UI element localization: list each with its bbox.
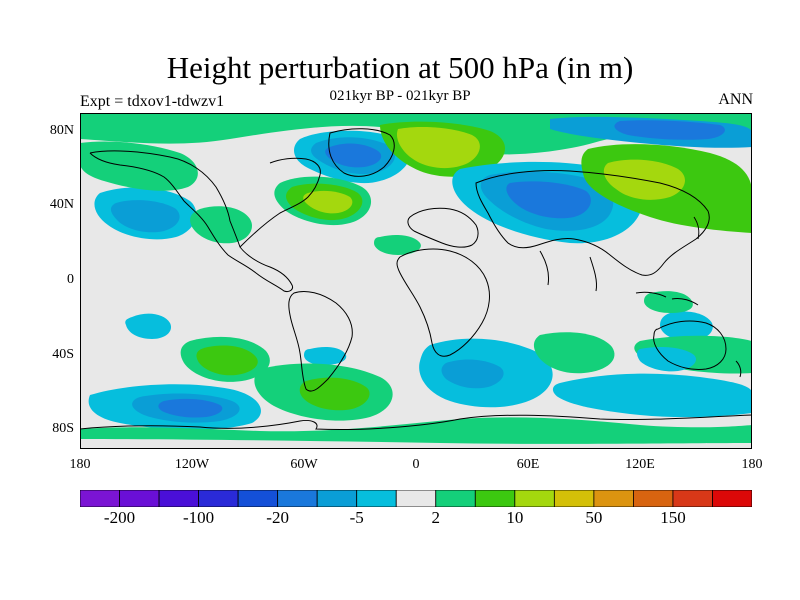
anomaly-southern-ocean-blue-3 (158, 398, 223, 418)
anomaly-south-indian-blue-3 (552, 373, 752, 418)
season-label: ANN (718, 91, 753, 108)
lat-tick-label: 80N (49, 122, 74, 138)
colorbar-swatch (237, 490, 279, 507)
colorbar-tick-label: -20 (266, 508, 289, 527)
anomaly-south-indian-green (533, 332, 615, 374)
anomaly-south-pacific-green-2 (196, 345, 258, 376)
map-border (80, 113, 752, 449)
colorbar-swatch (435, 490, 476, 507)
anomaly-indonesia-green (644, 291, 693, 313)
experiment-label: Expt = tdxov1-tdwzv1 (80, 93, 225, 110)
colorbar-swatch (395, 490, 437, 507)
colorbar-swatch (119, 490, 160, 507)
colorbar-swatch (277, 490, 318, 507)
colorbar-swatch (356, 490, 397, 507)
figure-title: Height perturbation at 500 hPa (in m) (166, 50, 634, 85)
colorbar-swatch (514, 490, 555, 507)
colorbar-tick-label: -200 (103, 508, 136, 527)
anomaly-south-atlantic-mid (299, 377, 370, 411)
colorbar-swatch (316, 490, 358, 507)
colorbar (80, 490, 752, 507)
colorbar-tick-label: 50 (585, 508, 603, 527)
lat-tick-label: 0 (67, 272, 74, 287)
colorbar-swatch (553, 490, 595, 507)
anomaly-indonesia-blue (660, 311, 713, 341)
anomaly-tropical-blue-1 (125, 313, 172, 339)
lon-tick-label: 120E (625, 457, 655, 472)
anomaly-south-indian-blue-2 (441, 359, 504, 389)
colorbar-tick-label: 150 (660, 508, 686, 527)
lon-tick-label: 120W (174, 457, 210, 472)
colorbar-tick-label: 2 (431, 508, 441, 527)
anomaly-north-europe-yellow (396, 127, 480, 169)
lon-tick-label: 180 (69, 457, 91, 472)
anomaly-east-asia-blue-inner (614, 120, 725, 140)
colorbar-tick-label: -100 (182, 508, 215, 527)
colorbar-swatch (712, 490, 752, 507)
colorbar-swatch (593, 490, 634, 507)
anomaly-north-pacific-green (80, 141, 198, 191)
colorbar-swatch (80, 490, 120, 507)
colorbar-tick-label: -5 (349, 508, 364, 527)
colorbar-swatch (198, 490, 239, 507)
anomaly-antarctic-grey (80, 439, 752, 449)
anomaly-north-pacific-blue-inner (110, 200, 180, 233)
colorbar-swatch (474, 490, 516, 507)
anomaly-eurasia-blue-3 (506, 181, 591, 219)
figure-subtitle: 021kyr BP - 021kyr BP (329, 88, 471, 104)
lat-tick-label: 80S (52, 421, 74, 437)
anomaly-tropical-green-1 (374, 235, 421, 255)
height-perturbation-map (80, 113, 752, 449)
lat-tick-label: 40S (52, 346, 74, 362)
anomaly-western-atlantic-yellow (303, 190, 353, 214)
lat-tick-label: 40N (49, 197, 74, 213)
anomaly-south-atlantic-blue (304, 347, 347, 365)
lon-tick-label: 0 (412, 457, 420, 472)
anomaly-west-na-green (190, 206, 252, 244)
colorbar-tick-label: 10 (506, 508, 524, 527)
anomaly-north-atlantic-blue-3 (325, 143, 382, 168)
lon-tick-label: 180 (741, 457, 763, 472)
lon-tick-label: 60E (516, 457, 540, 472)
lon-tick-label: 60W (290, 457, 318, 472)
colorbar-swatch (633, 490, 674, 507)
coastlines (80, 128, 752, 431)
colorbar-swatch (672, 490, 713, 507)
colorbar-swatch (158, 490, 199, 507)
